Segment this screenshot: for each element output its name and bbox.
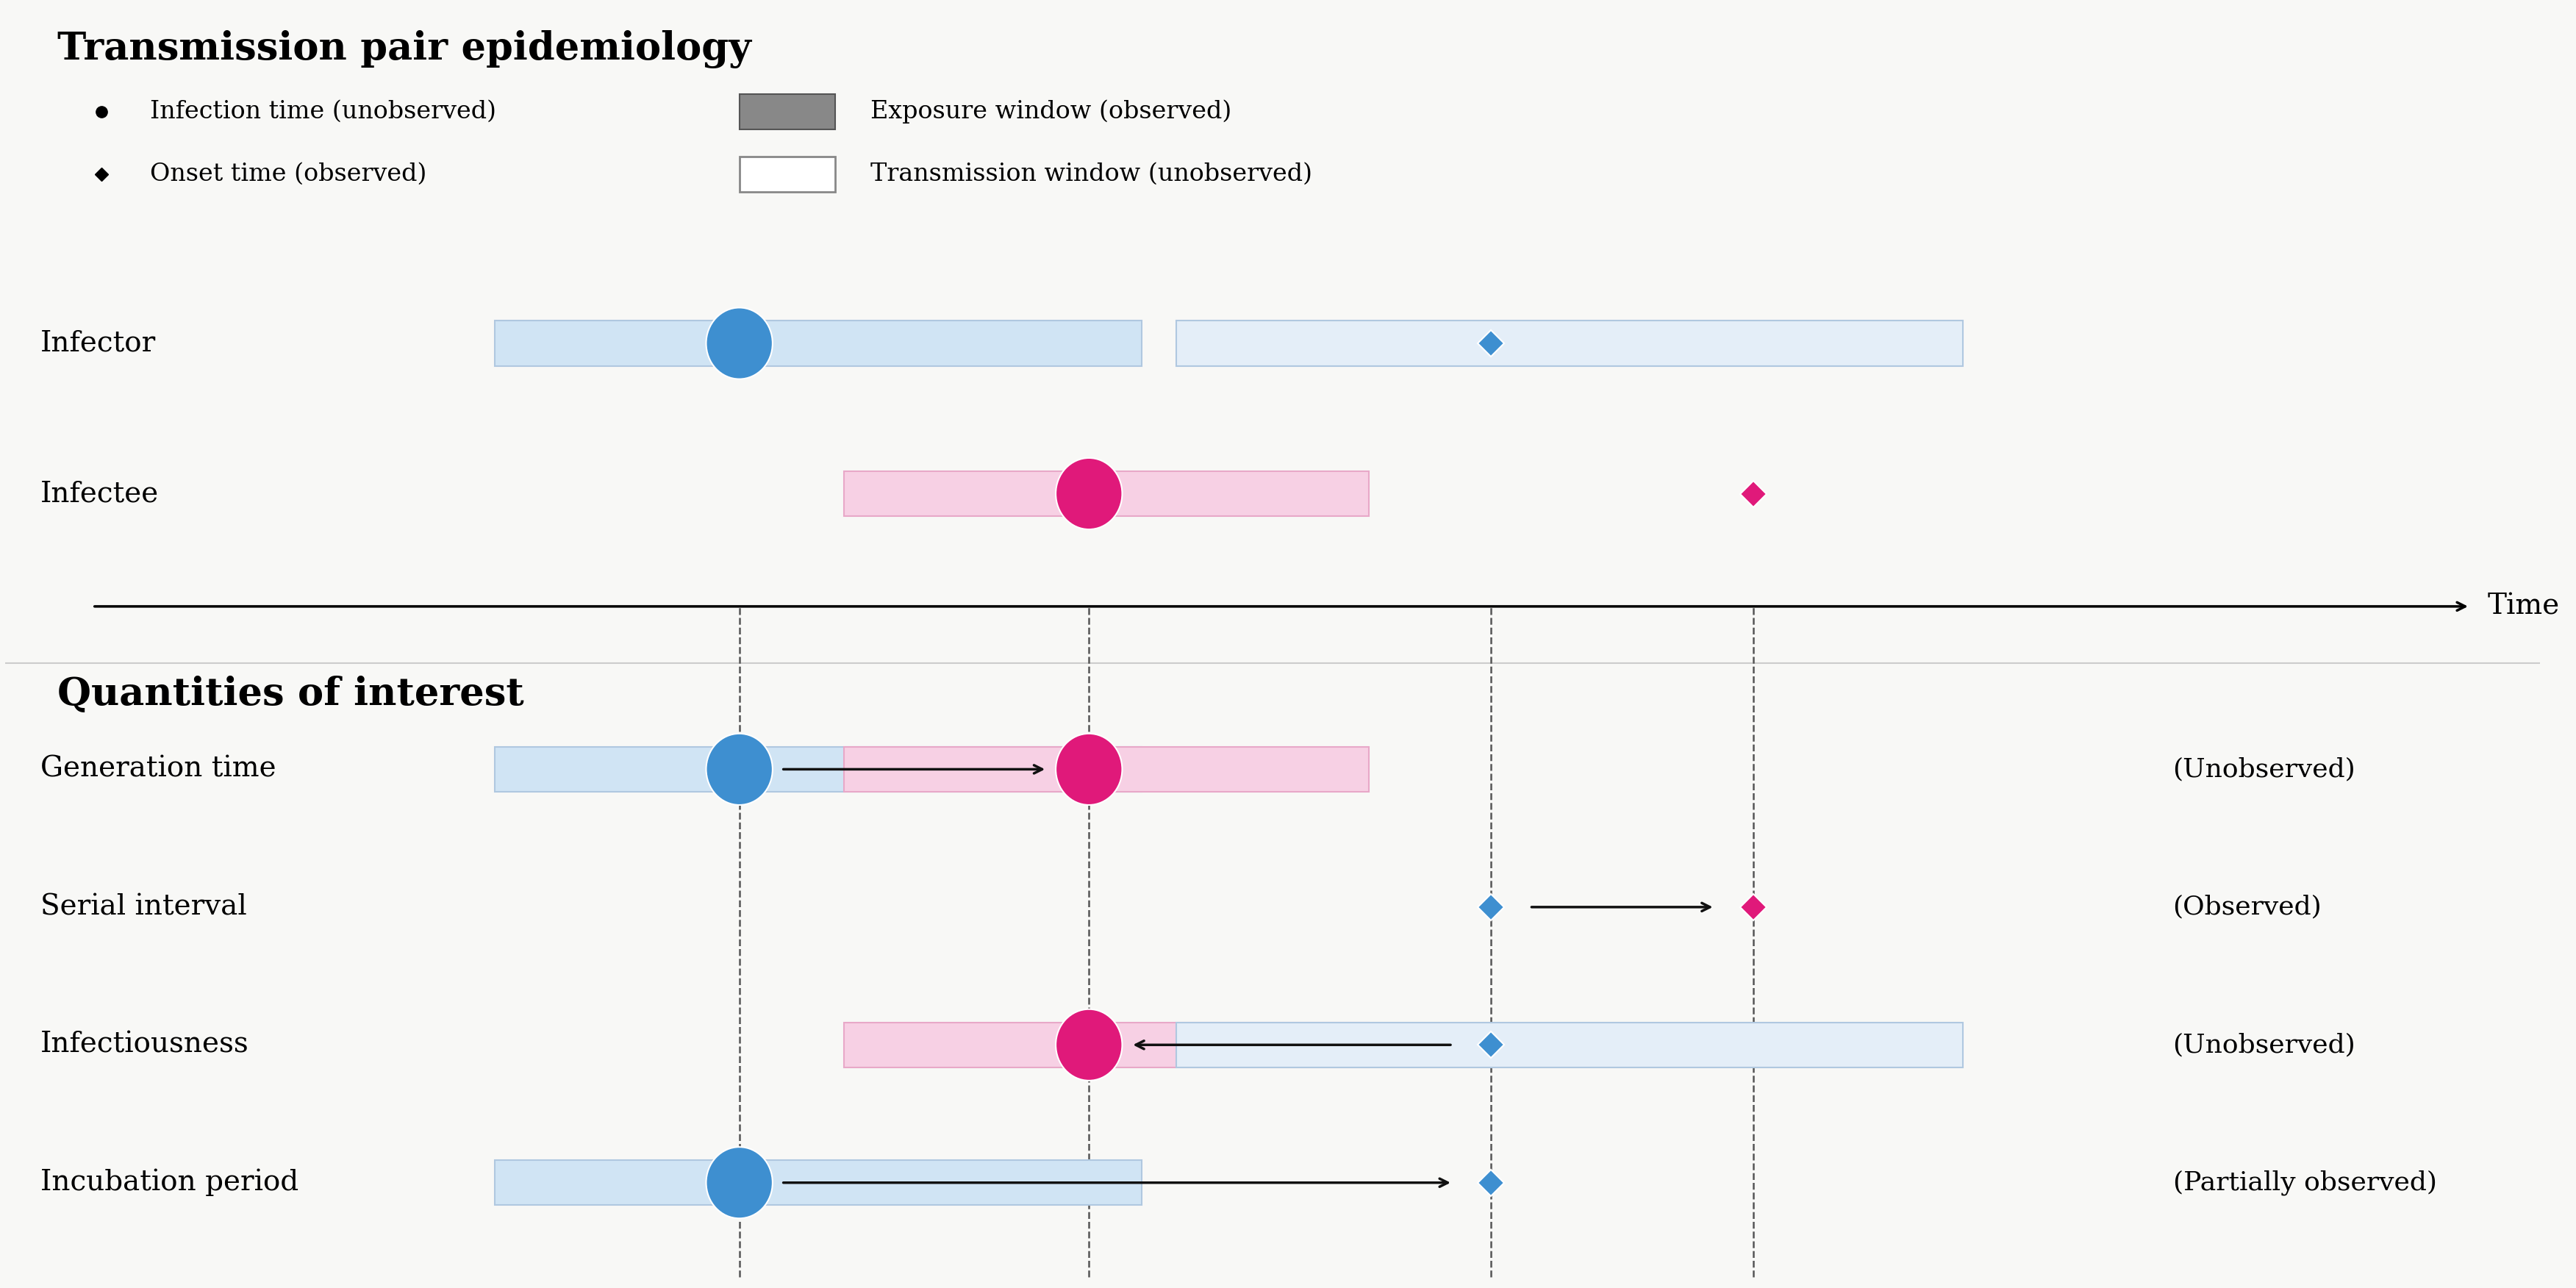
Text: Onset time (observed): Onset time (observed): [149, 162, 428, 185]
Text: Infection time (unobserved): Infection time (unobserved): [149, 100, 497, 124]
Text: Time: Time: [2488, 592, 2561, 620]
Ellipse shape: [1056, 459, 1123, 529]
Text: Generation time: Generation time: [41, 756, 276, 783]
Bar: [845, 1023, 1368, 1068]
Text: Transmission pair epidemiology: Transmission pair epidemiology: [57, 30, 752, 68]
Bar: [1177, 321, 1963, 366]
Text: Quantities of interest: Quantities of interest: [57, 675, 523, 712]
Text: Serial interval: Serial interval: [41, 894, 247, 921]
Ellipse shape: [1056, 1010, 1123, 1081]
Bar: [739, 157, 835, 192]
Text: (Unobserved): (Unobserved): [2172, 1033, 2354, 1057]
Text: Infectiousness: Infectiousness: [41, 1032, 250, 1059]
Bar: [495, 747, 1141, 792]
Ellipse shape: [706, 734, 773, 805]
Bar: [739, 94, 835, 129]
Ellipse shape: [706, 1148, 773, 1218]
Ellipse shape: [706, 308, 773, 379]
Text: (Unobserved): (Unobserved): [2172, 757, 2354, 782]
Bar: [1177, 1023, 1963, 1068]
Text: Infectee: Infectee: [41, 480, 160, 507]
Text: (Observed): (Observed): [2172, 895, 2321, 920]
Bar: [845, 747, 1368, 792]
Text: (Partially observed): (Partially observed): [2172, 1170, 2437, 1195]
Ellipse shape: [1056, 734, 1123, 805]
Bar: [495, 1160, 1141, 1206]
Text: Exposure window (observed): Exposure window (observed): [871, 99, 1231, 124]
Bar: [495, 321, 1141, 366]
Bar: [845, 471, 1368, 516]
Text: Incubation period: Incubation period: [41, 1170, 299, 1197]
Text: Transmission window (unobserved): Transmission window (unobserved): [871, 162, 1311, 185]
Text: Infector: Infector: [41, 330, 155, 357]
